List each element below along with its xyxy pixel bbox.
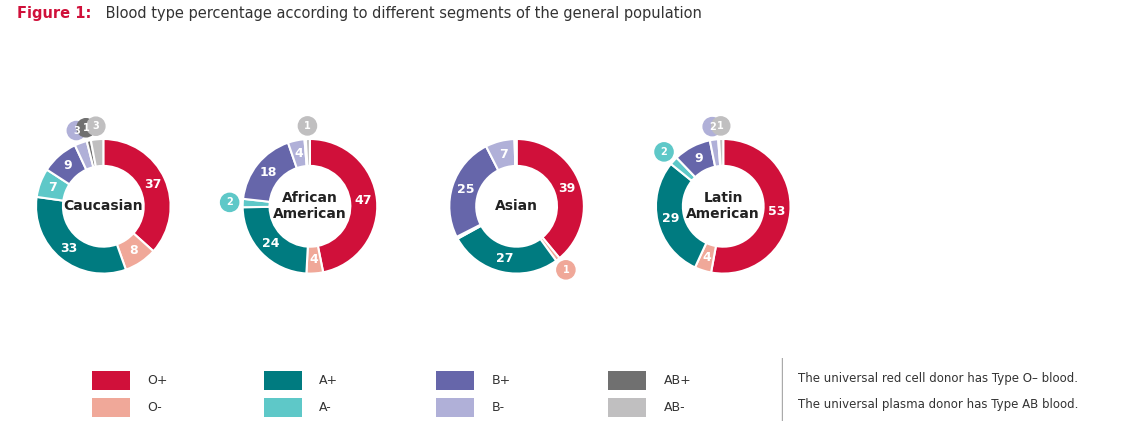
Text: 2: 2 — [660, 147, 667, 157]
Text: B+: B+ — [491, 374, 511, 387]
Text: 27: 27 — [496, 252, 513, 265]
Text: 9: 9 — [693, 152, 703, 165]
Wedge shape — [243, 143, 297, 202]
Wedge shape — [449, 147, 498, 237]
Text: 24: 24 — [263, 237, 280, 250]
Text: 3: 3 — [93, 121, 99, 131]
Text: 2: 2 — [708, 122, 715, 132]
Wedge shape — [117, 233, 154, 270]
Wedge shape — [37, 170, 69, 201]
Circle shape — [68, 121, 85, 140]
Text: 33: 33 — [61, 242, 78, 255]
FancyBboxPatch shape — [264, 398, 302, 417]
Wedge shape — [36, 197, 126, 274]
Text: 18: 18 — [259, 166, 277, 179]
Wedge shape — [91, 139, 103, 167]
Text: 29: 29 — [662, 212, 680, 225]
Text: 7: 7 — [48, 181, 57, 194]
Text: AB-: AB- — [664, 401, 685, 414]
Wedge shape — [103, 139, 171, 251]
Text: 1: 1 — [83, 123, 90, 133]
Text: 3: 3 — [73, 125, 79, 136]
Text: Latin
American: Latin American — [687, 191, 760, 221]
Text: 4: 4 — [295, 147, 303, 160]
Wedge shape — [304, 139, 308, 166]
Text: 47: 47 — [355, 195, 372, 208]
Text: O-: O- — [147, 401, 162, 414]
Wedge shape — [515, 139, 517, 166]
Wedge shape — [242, 199, 270, 207]
Text: 1: 1 — [718, 121, 724, 131]
Text: 53: 53 — [768, 205, 785, 218]
Wedge shape — [458, 226, 556, 274]
Text: 1: 1 — [563, 265, 569, 275]
Wedge shape — [242, 207, 308, 274]
FancyBboxPatch shape — [92, 371, 130, 390]
Text: 25: 25 — [457, 183, 474, 196]
Circle shape — [703, 117, 721, 136]
Text: Asian: Asian — [495, 199, 538, 213]
Wedge shape — [457, 225, 481, 239]
Circle shape — [220, 193, 239, 211]
Wedge shape — [719, 139, 723, 166]
Wedge shape — [87, 140, 95, 167]
Wedge shape — [310, 139, 378, 272]
Circle shape — [298, 117, 317, 135]
Wedge shape — [695, 243, 716, 272]
Circle shape — [656, 143, 673, 161]
Text: 2: 2 — [226, 197, 233, 208]
Circle shape — [77, 119, 95, 137]
Text: African
American: African American — [273, 191, 347, 221]
Wedge shape — [541, 237, 559, 261]
Text: 37: 37 — [144, 178, 161, 191]
Circle shape — [557, 261, 575, 279]
FancyBboxPatch shape — [436, 398, 474, 417]
Text: Blood type percentage according to different segments of the general population: Blood type percentage according to diffe… — [101, 6, 701, 21]
Text: A-: A- — [319, 401, 332, 414]
Wedge shape — [676, 140, 715, 177]
Text: Figure 1:: Figure 1: — [17, 6, 92, 21]
Text: Caucasian: Caucasian — [63, 199, 144, 213]
Text: O+: O+ — [147, 374, 168, 387]
Wedge shape — [517, 139, 584, 258]
Wedge shape — [75, 141, 93, 170]
Text: A+: A+ — [319, 374, 339, 387]
Wedge shape — [719, 139, 721, 166]
Wedge shape — [670, 158, 696, 181]
Wedge shape — [305, 139, 310, 166]
Text: 4: 4 — [703, 251, 712, 264]
Text: 39: 39 — [559, 181, 576, 195]
Wedge shape — [486, 139, 515, 171]
Text: 8: 8 — [129, 245, 138, 258]
Text: The universal plasma donor has Type AB blood.: The universal plasma donor has Type AB b… — [798, 398, 1078, 410]
Wedge shape — [307, 246, 323, 274]
FancyBboxPatch shape — [436, 371, 474, 390]
Wedge shape — [47, 145, 86, 184]
Text: B-: B- — [491, 401, 504, 414]
Text: 4: 4 — [310, 253, 318, 266]
Text: 7: 7 — [499, 148, 507, 161]
Wedge shape — [711, 139, 791, 274]
Text: The universal red cell donor has Type O– blood.: The universal red cell donor has Type O–… — [798, 373, 1078, 385]
Wedge shape — [288, 139, 307, 168]
FancyBboxPatch shape — [608, 398, 646, 417]
Circle shape — [87, 117, 104, 135]
FancyBboxPatch shape — [92, 398, 130, 417]
Text: AB+: AB+ — [664, 374, 691, 387]
Wedge shape — [709, 139, 720, 167]
FancyBboxPatch shape — [264, 371, 302, 390]
Circle shape — [712, 117, 730, 135]
Text: 1: 1 — [304, 121, 311, 131]
Wedge shape — [656, 164, 706, 267]
Text: 9: 9 — [63, 159, 72, 172]
FancyBboxPatch shape — [608, 371, 646, 390]
